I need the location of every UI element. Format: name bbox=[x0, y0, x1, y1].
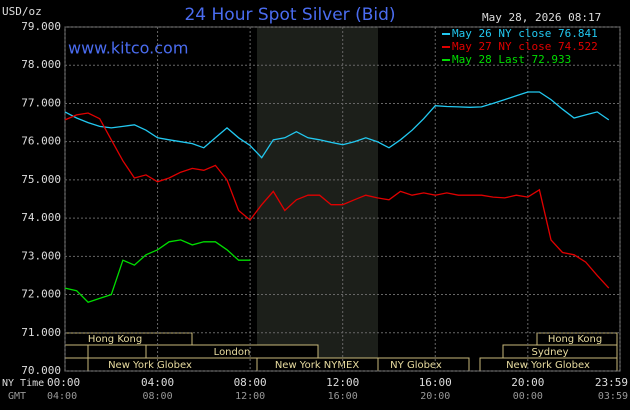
x2-tick-label: 12:00 bbox=[235, 391, 265, 402]
y-tick-label: 79.000 bbox=[21, 20, 61, 33]
y-tick-label: 77.000 bbox=[21, 96, 61, 109]
x-tick-label: 20:00 bbox=[511, 376, 544, 389]
x-tick-label: 04:00 bbox=[141, 376, 174, 389]
series-line bbox=[64, 91, 610, 159]
market-label: London bbox=[214, 347, 251, 358]
x2-axis-label: GMT bbox=[8, 391, 26, 402]
y-tick-label: 73.000 bbox=[21, 249, 61, 262]
market-label: Sydney bbox=[531, 347, 568, 358]
x2-tick-label: 16:00 bbox=[328, 391, 358, 402]
x2-tick-label: 00:00 bbox=[513, 391, 543, 402]
y-tick-label: 78.000 bbox=[21, 58, 61, 71]
nymex-hours-shade bbox=[257, 27, 378, 371]
timestamp: May 28, 2026 08:17 bbox=[482, 11, 601, 24]
market-label: Hong Kong bbox=[548, 334, 602, 345]
legend-label: May 27 NY close 74.522 bbox=[452, 40, 598, 53]
y-tick-label: 70.000 bbox=[21, 364, 61, 377]
market-label: Hong Kong bbox=[88, 334, 142, 345]
x2-tick-label: 08:00 bbox=[143, 391, 173, 402]
x-tick-label: 16:00 bbox=[419, 376, 452, 389]
market-sessions: Hong Kong London New York Globex New Yor… bbox=[64, 332, 618, 372]
legend-label: May 26 NY close 76.841 bbox=[452, 27, 598, 40]
x-tick-label: 23:59 bbox=[595, 376, 628, 389]
market-box bbox=[64, 344, 89, 359]
series-line bbox=[64, 112, 610, 289]
market-label: New York Globex bbox=[506, 360, 590, 371]
market-label: New York Globex bbox=[108, 360, 192, 371]
x-tick-label: 08:00 bbox=[234, 376, 267, 389]
x2-tick-label: 20:00 bbox=[420, 391, 450, 402]
market-label: New York NYMEX bbox=[275, 360, 360, 371]
x2-tick-label: 04:00 bbox=[47, 391, 77, 402]
y-axis-label: USD/oz bbox=[2, 5, 42, 18]
x-axis-label: NY Time bbox=[2, 378, 44, 389]
series-line bbox=[64, 239, 251, 303]
y-tick-label: 76.000 bbox=[21, 135, 61, 148]
y-tick-label: 74.000 bbox=[21, 211, 61, 224]
y-tick-label: 71.000 bbox=[21, 326, 61, 339]
chart-title: 24 Hour Spot Silver (Bid) bbox=[184, 5, 395, 25]
website: www.kitco.com bbox=[68, 39, 188, 58]
legend-label: May 28 Last 72.933 bbox=[452, 53, 571, 66]
x2-tick-label: 03:59 bbox=[598, 391, 628, 402]
x-tick-label: 00:00 bbox=[47, 376, 80, 389]
x-tick-label: 12:00 bbox=[326, 376, 359, 389]
y-tick-label: 75.000 bbox=[21, 173, 61, 186]
market-label: NY Globex bbox=[390, 360, 442, 371]
y-tick-label: 72.000 bbox=[21, 288, 61, 301]
